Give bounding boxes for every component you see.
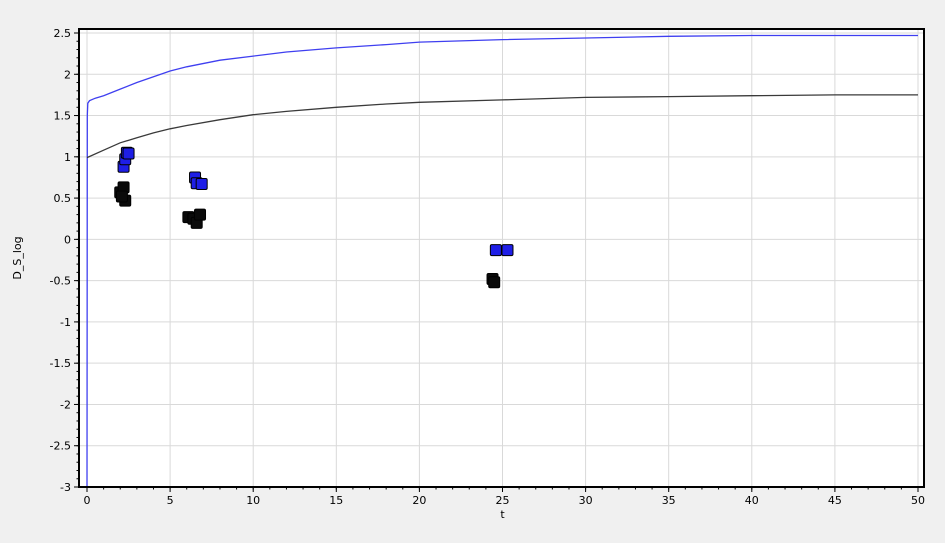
plot-border <box>78 28 925 488</box>
data-point <box>488 276 501 289</box>
x-tick-label: 50 <box>911 494 925 507</box>
data-point <box>501 244 514 257</box>
y-tick-label: -1 <box>60 316 71 329</box>
data-point <box>194 208 207 221</box>
data-point <box>489 244 502 257</box>
series-lines <box>86 34 918 488</box>
x-tick-label: 30 <box>579 494 593 507</box>
x-tick-label: 45 <box>828 494 842 507</box>
series-line-0 <box>86 34 918 488</box>
y-tick-label: -3 <box>60 481 71 494</box>
data-point <box>115 190 128 203</box>
data-point <box>195 178 208 191</box>
axes <box>78 28 925 488</box>
x-axis-ticks: 0 5 10 15 20 25 30 35 40 45 50 <box>84 487 925 507</box>
x-tick-label: 0 <box>84 494 91 507</box>
series-markers <box>114 146 514 289</box>
series-line-1 <box>86 94 918 159</box>
x-tick-label: 5 <box>167 494 174 507</box>
y-tick-label: 0 <box>64 233 71 246</box>
y-tick-label: 1 <box>64 151 71 164</box>
x-tick-label: 20 <box>412 494 426 507</box>
y-tick-label: 1.5 <box>54 110 72 123</box>
x-tick-label: 10 <box>246 494 260 507</box>
y-tick-label: -0.5 <box>50 275 71 288</box>
x-tick-label: 35 <box>662 494 676 507</box>
plot-area <box>79 29 924 487</box>
y-tick-label: 2.5 <box>54 27 72 40</box>
plot-background <box>79 29 924 487</box>
y-axis-title: D_S_log <box>11 236 24 279</box>
x-tick-label: 25 <box>496 494 510 507</box>
y-tick-label: -2 <box>60 398 71 411</box>
data-point <box>122 147 135 160</box>
y-axis-ticks: 2.5 2 1.5 1 0.5 0 -0.5 -1 -1.5 -2 -2.5 -3 <box>50 27 79 494</box>
grid <box>79 29 924 488</box>
y-tick-label: 2 <box>64 68 71 81</box>
x-tick-label: 40 <box>745 494 759 507</box>
y-tick-label: -1.5 <box>50 357 71 370</box>
y-tick-label: 0.5 <box>54 192 72 205</box>
x-tick-label: 15 <box>329 494 343 507</box>
x-axis-title: t <box>500 508 505 521</box>
y-tick-label: -2.5 <box>50 440 71 453</box>
